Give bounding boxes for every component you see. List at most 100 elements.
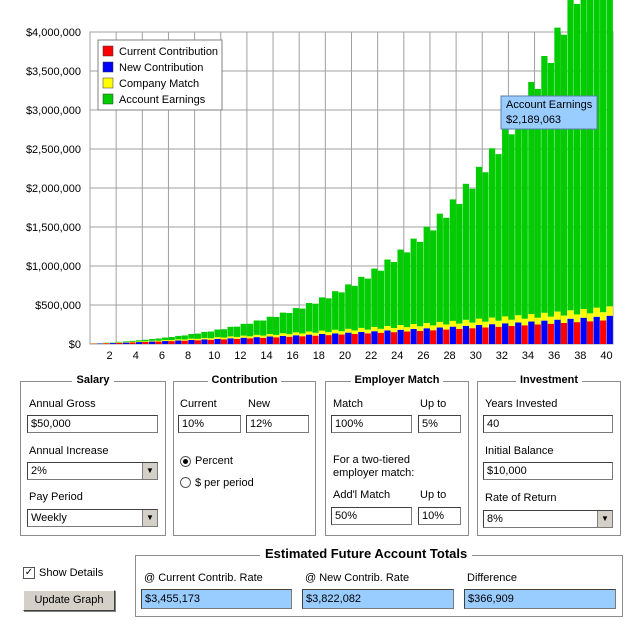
addl-match-input[interactable]: 50%: [331, 507, 412, 525]
bar-segment: [266, 316, 273, 335]
show-details-label: Show Details: [39, 567, 104, 579]
bar-segment: [345, 284, 352, 329]
bar-segment: [371, 268, 378, 327]
bar-segment: [534, 324, 541, 344]
bar-segment: [600, 320, 607, 344]
bar-segment: [358, 276, 365, 328]
bar-segment: [214, 338, 221, 344]
bar-segment: [358, 327, 365, 332]
bar-segment: [142, 339, 149, 342]
bar-segment: [162, 341, 169, 344]
bar-segment: [417, 330, 424, 344]
chevron-down-icon[interactable]: ▼: [597, 511, 612, 527]
initial-balance-input[interactable]: $10,000: [483, 462, 613, 480]
new-rate-total-field: $3,822,082: [302, 589, 454, 609]
bar-segment: [312, 303, 319, 333]
salary-panel: Salary: [20, 374, 166, 536]
bar-segment: [227, 326, 234, 337]
bar-segment: [149, 340, 156, 342]
bar-segment: [593, 0, 600, 308]
bar-segment: [312, 332, 319, 336]
bar-segment: [364, 329, 371, 334]
bar-segment: [515, 322, 522, 344]
bar-segment: [423, 328, 430, 344]
bar-segment: [181, 339, 188, 341]
bar-segment: [194, 338, 201, 341]
chevron-down-icon[interactable]: ▼: [142, 463, 157, 479]
pay-period-label: Pay Period: [29, 491, 83, 503]
x-tick-label: 22: [365, 350, 377, 362]
chevron-down-icon[interactable]: ▼: [142, 510, 157, 526]
up-to-input[interactable]: 5%: [418, 415, 461, 433]
bar-segment: [390, 332, 398, 344]
bar-segment: [116, 342, 123, 344]
up-to-2-input[interactable]: 10%: [418, 507, 461, 525]
bar-segment: [469, 322, 476, 329]
bar-segment: [547, 323, 554, 344]
bar-segment: [181, 335, 188, 340]
bar-segment: [488, 148, 496, 318]
bar-segment: [560, 315, 568, 323]
current-contribution-input[interactable]: 10%: [178, 415, 241, 433]
bar-segment: [266, 334, 273, 337]
annual-gross-label: Annual Gross: [29, 398, 96, 410]
bar-segment: [397, 325, 404, 330]
bar-segment: [188, 339, 195, 344]
years-invested-input[interactable]: 40: [483, 415, 613, 433]
legend-label: Company Match: [119, 78, 199, 90]
bar-segment: [456, 203, 463, 324]
bar-segment: [214, 329, 221, 338]
bar-segment: [521, 112, 528, 319]
bar-segment: [175, 340, 182, 344]
bar-segment: [129, 342, 136, 344]
bar-segment: [305, 331, 313, 335]
show-details-checkbox[interactable]: ✓: [23, 567, 35, 579]
up-to-2-label: Up to: [420, 489, 447, 501]
bar-segment: [109, 343, 117, 344]
bar-segment: [240, 323, 247, 336]
bar-segment: [319, 297, 326, 331]
legend-swatch: [102, 93, 114, 105]
bar-segment: [495, 326, 502, 344]
savings-chart: $0 $500,000 $1,000,000 $1,500,000 $2,000,000…: [26, 0, 614, 362]
bar-segment: [162, 337, 169, 341]
bar-segment: [586, 313, 594, 322]
bar-segment: [220, 337, 228, 340]
new-contribution-input[interactable]: 12%: [246, 415, 309, 433]
x-tick-label: 6: [159, 350, 165, 362]
match-input[interactable]: 100%: [331, 415, 412, 433]
difference-label: Difference: [467, 572, 517, 584]
bar-segment: [122, 342, 130, 344]
bar-segment: [299, 333, 306, 337]
bar-segment: [443, 324, 450, 330]
bar-segment: [462, 325, 470, 344]
bar-segment: [482, 172, 489, 322]
bar-segment: [377, 328, 384, 333]
rate-of-return-select[interactable]: 8% ▼: [483, 510, 613, 528]
bar-segment: [273, 337, 280, 344]
bar-segment: [103, 343, 110, 344]
update-graph-button[interactable]: Update Graph: [23, 590, 115, 611]
bar-segment: [351, 330, 358, 334]
bar-segment: [155, 340, 162, 342]
bar-segment: [488, 317, 496, 325]
bar-segment: [606, 306, 613, 316]
pay-period-select[interactable]: Weekly ▼: [27, 509, 158, 527]
annual-increase-select[interactable]: 2% ▼: [27, 462, 158, 480]
bar-segment: [430, 325, 437, 331]
bar-segment: [345, 332, 352, 344]
bar-segment: [135, 341, 143, 343]
bar-segment: [462, 183, 470, 320]
percent-radio[interactable]: [180, 456, 191, 467]
per-period-radio[interactable]: [180, 477, 191, 488]
salary-title: Salary: [72, 374, 114, 386]
bar-segment: [449, 326, 456, 344]
bar-segment: [286, 334, 293, 337]
bar-segment: [227, 336, 234, 339]
annual-gross-input[interactable]: $50,000: [27, 415, 158, 433]
investment-title: Investment: [515, 374, 583, 386]
per-period-radio-label: $ per period: [195, 477, 254, 489]
bar-segment: [129, 340, 136, 342]
bar-segment: [508, 319, 515, 327]
bar-segment: [305, 334, 313, 344]
